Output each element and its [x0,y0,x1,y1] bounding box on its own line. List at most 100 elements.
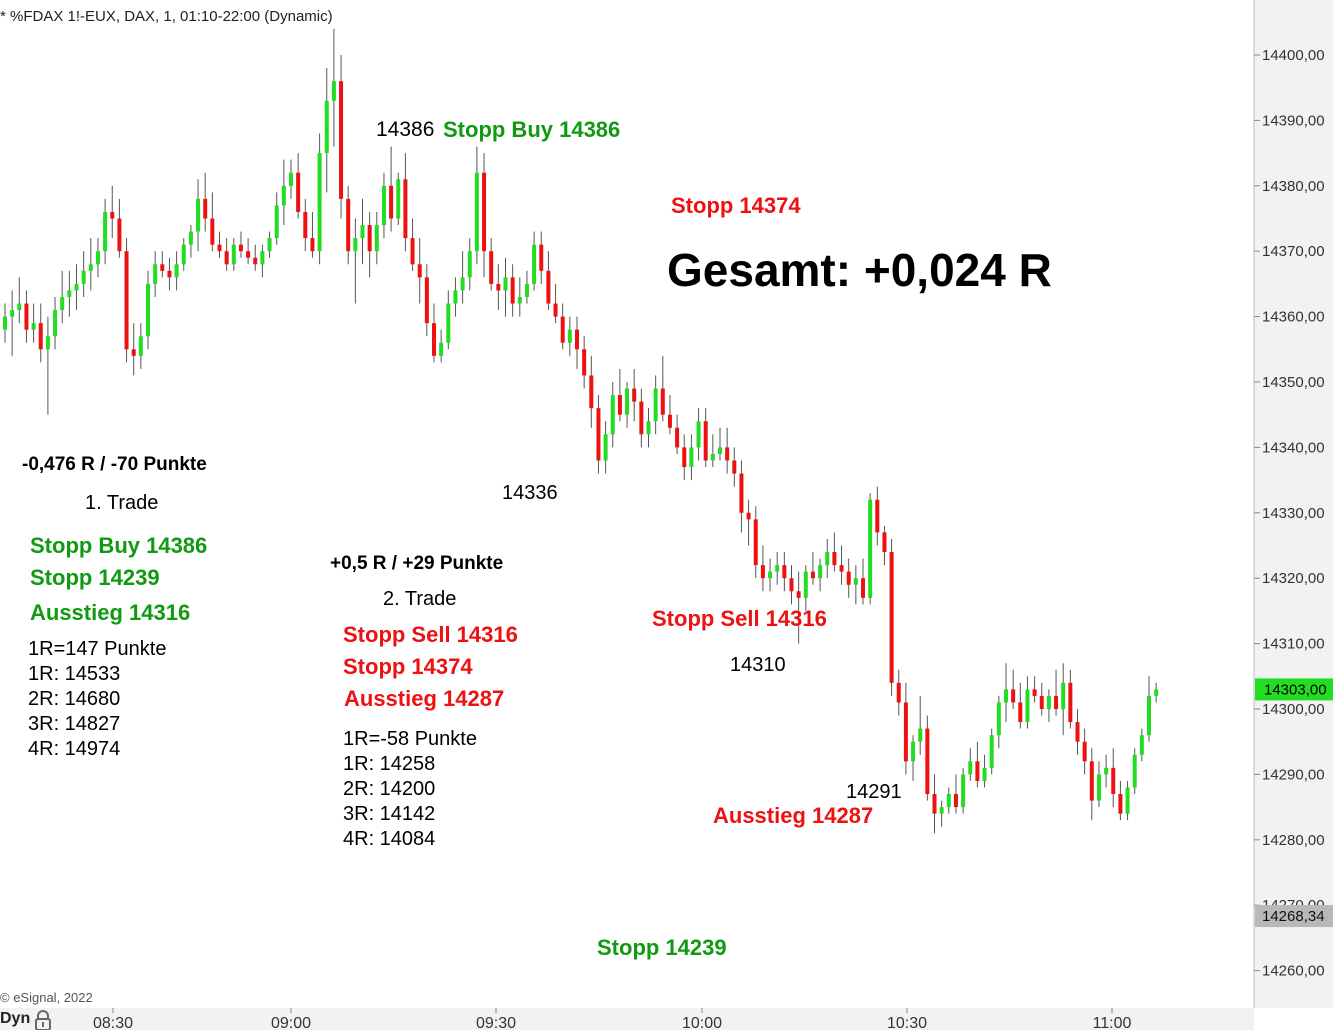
candle [732,447,737,487]
candle-body [74,283,79,291]
candle [675,414,680,454]
trade2-level: 1R: 14258 [343,753,436,775]
candle [196,179,201,252]
candle-body [961,774,966,808]
time-tick-label: 10:00 [682,1015,722,1030]
candle [203,172,208,232]
candle-body [81,270,86,284]
candle-body [1118,794,1123,814]
trade1-stop: Stopp 14239 [30,565,160,590]
candle-body [875,499,880,533]
time-tick-label: 08:30 [93,1015,133,1030]
candle [803,565,808,611]
candle [725,427,730,474]
candle-body [946,794,951,808]
price-tick-label: 14300,00 [1262,701,1325,718]
candle [539,231,544,284]
candle-body [639,401,644,435]
candle [238,231,243,258]
candle-body [424,277,429,324]
candle [868,493,873,605]
candle-body [396,179,401,219]
dynamic-mode-label[interactable]: Dyn [0,1010,31,1027]
candle-body [196,198,201,232]
candle-body [632,388,637,402]
candle-body [1089,761,1094,801]
trade1-name: 1. Trade [85,492,159,514]
candle [553,283,558,324]
candle [782,552,787,592]
candle [374,211,379,265]
candle [961,767,966,814]
current-price-marker [1255,678,1333,701]
price-tick-label: 14260,00 [1262,963,1325,980]
candle [939,800,944,827]
candle-body [1061,682,1066,709]
price-axis-panel [1254,0,1333,1008]
candle-body [575,329,579,350]
price-tick-label: 14360,00 [1262,309,1325,326]
candle-body [181,244,186,265]
candle [231,238,236,271]
candle-body [768,571,773,579]
candle [224,238,229,271]
candle [689,434,694,481]
candle-body [289,172,293,186]
candle-body [1075,722,1080,742]
candle-body [746,512,751,520]
candle-body [1154,689,1159,696]
candle-body [439,342,444,356]
candle-body [760,565,765,579]
candle [660,355,665,422]
candle-body [1004,689,1008,703]
candle [181,238,186,271]
candle-body [67,290,72,297]
candle-body [517,296,522,304]
candle [1046,689,1051,723]
trade2-level: 1R=-58 Punkte [343,728,477,750]
time-axis[interactable]: 08:30 09:00 09:30 10:00 10:30 11:00 [93,1008,1132,1030]
candle-body [546,270,551,304]
price-tick-label: 14330,00 [1262,505,1325,522]
candle-body [1139,735,1144,755]
candle-body [903,702,908,762]
candle-body [117,218,122,252]
candle-body [689,447,694,468]
candle-body [846,571,851,585]
candle [331,28,336,147]
candle-body [110,211,115,219]
candle-body [296,172,301,212]
candle [896,669,901,716]
candle [1011,669,1016,709]
candle-body [203,198,208,219]
candle [324,68,329,193]
candle-body [224,251,229,265]
candle [1132,748,1137,795]
candle-body [589,375,594,409]
candle [832,532,837,572]
candle [95,238,100,278]
price-tick-label: 14280,00 [1262,832,1325,849]
candle [796,571,801,644]
candle-body [1054,695,1059,709]
candle [1032,676,1037,703]
price-axis[interactable]: 14400,00 14390,00 14380,00 14370,00 14360,00… [1254,47,1333,980]
candle-body [732,460,737,474]
candle-body [153,264,158,284]
low-14291-label: 14291 [846,781,902,803]
candle [474,146,479,265]
candle-body [932,794,937,814]
lock-icon[interactable] [34,1010,52,1030]
candle [360,198,365,265]
time-axis-panel [0,1008,1254,1030]
price-tick-label: 14400,00 [1262,47,1325,64]
candle-body [374,225,379,252]
candle [1025,676,1030,729]
candle [482,153,487,278]
low-14336-label: 14336 [502,482,558,504]
trade1-entry: Stopp Buy 14386 [30,533,208,558]
candle [289,159,293,199]
candle [746,499,751,546]
candles-layer [3,28,1159,834]
